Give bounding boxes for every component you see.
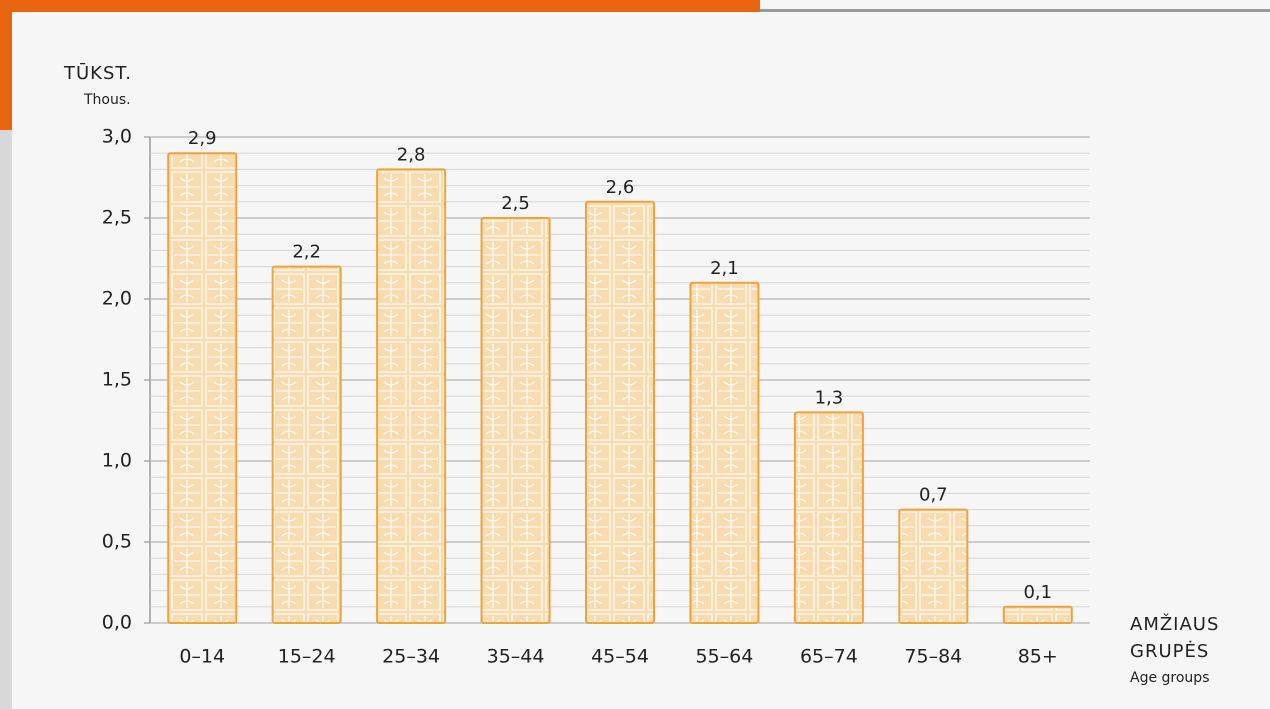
value-label: 1,3 <box>815 387 844 408</box>
y-axis-title: TŪKST. <box>63 62 132 84</box>
bar-ornament <box>169 154 236 622</box>
x-tick-label: 75–84 <box>904 646 962 668</box>
x-tick-label: 45–54 <box>591 646 649 668</box>
y-tick-label: 0,5 <box>102 531 132 553</box>
x-axis-title: AMŽIAUS <box>1130 613 1219 635</box>
bar-ornament <box>482 219 549 622</box>
x-axis-subtitle: Age groups <box>1130 670 1209 686</box>
value-label: 2,1 <box>710 258 739 279</box>
bar-ornament <box>691 283 758 622</box>
side-accent <box>0 0 12 130</box>
header-rule <box>760 9 1270 12</box>
y-tick-label: 1,5 <box>102 369 132 391</box>
value-label: 2,2 <box>292 242 321 263</box>
y-axis-subtitle: Thous. <box>83 92 131 108</box>
value-label: 2,8 <box>397 144 426 165</box>
bar-ornament <box>587 202 653 623</box>
x-tick-label: 85+ <box>1018 646 1058 668</box>
side-ornament <box>0 130 12 709</box>
header-accent <box>0 0 760 12</box>
bar-ornament <box>1004 607 1071 622</box>
bar-ornament <box>273 267 340 622</box>
value-label: 2,6 <box>606 177 635 198</box>
x-tick-label: 25–34 <box>382 646 440 668</box>
value-label: 2,5 <box>501 193 530 214</box>
value-label: 2,9 <box>188 128 217 149</box>
value-label: 0,7 <box>919 485 948 506</box>
value-label: 0,1 <box>1023 582 1052 603</box>
x-tick-label: 65–74 <box>800 646 858 668</box>
x-axis-title: GRUPĖS <box>1130 641 1209 662</box>
bar-ornament <box>378 170 445 622</box>
x-tick-label: 0–14 <box>179 646 225 668</box>
y-tick-label: 2,0 <box>102 288 132 310</box>
x-tick-label: 15–24 <box>278 646 336 668</box>
bar-ornament <box>795 413 862 622</box>
x-tick-label: 55–64 <box>696 646 754 668</box>
bar-ornament <box>900 510 967 622</box>
x-tick-label: 35–44 <box>487 646 545 668</box>
y-tick-label: 2,5 <box>102 207 132 229</box>
y-tick-label: 1,0 <box>102 450 132 472</box>
y-tick-label: 3,0 <box>102 126 132 148</box>
y-tick-label: 0,0 <box>102 612 132 634</box>
